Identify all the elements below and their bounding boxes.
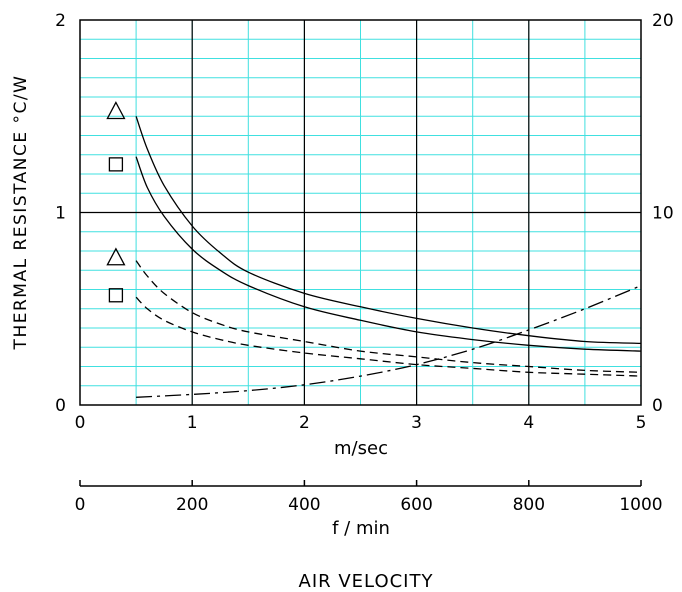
triangle-marker-1	[106, 101, 126, 120]
x-axis-label-primary: m/sec	[334, 438, 388, 459]
air-velocity-label: AIR VELOCITY	[299, 571, 434, 592]
secondary-tick-label: 800	[513, 495, 545, 515]
series-line-1	[135, 116, 642, 345]
series-line-2	[135, 156, 642, 352]
y-right-tick-label: 20	[652, 11, 674, 31]
secondary-tick-label: 200	[176, 495, 208, 515]
secondary-tick-label: 1000	[619, 495, 662, 515]
major-grid	[80, 20, 641, 405]
series-group	[135, 116, 642, 398]
secondary-axis-ticks: 0 200 400 600 800 1000	[75, 480, 663, 515]
secondary-tick-label: 400	[288, 495, 320, 515]
series-line-4	[135, 296, 642, 377]
y-right-tick-label: 10	[652, 204, 674, 224]
secondary-tick-label: 0	[75, 495, 86, 515]
square-marker-2	[108, 157, 124, 172]
x-tick-label: 1	[187, 413, 198, 433]
x-tick-label: 5	[636, 413, 647, 433]
series-line-3	[135, 260, 642, 373]
secondary-tick-label: 600	[400, 495, 432, 515]
x-axis-label-secondary: f / min	[332, 518, 390, 539]
y-left-tick-label: 1	[55, 204, 66, 224]
marker-group	[106, 101, 126, 303]
y-axis-label: THERMAL RESISTANCE °C/W	[11, 75, 31, 351]
square-marker-4	[108, 288, 124, 303]
y-left-tick-label: 2	[55, 11, 66, 31]
plot-frame	[79, 19, 642, 406]
series-line-5	[136, 284, 642, 398]
x-tick-label: 2	[299, 413, 310, 433]
triangle-marker-3	[106, 247, 126, 266]
y-right-tick-label: 0	[652, 396, 663, 416]
x-tick-label: 0	[75, 413, 86, 433]
y-left-tick-label: 0	[55, 396, 66, 416]
x-tick-label: 4	[523, 413, 534, 433]
x-tick-label: 3	[411, 413, 422, 433]
